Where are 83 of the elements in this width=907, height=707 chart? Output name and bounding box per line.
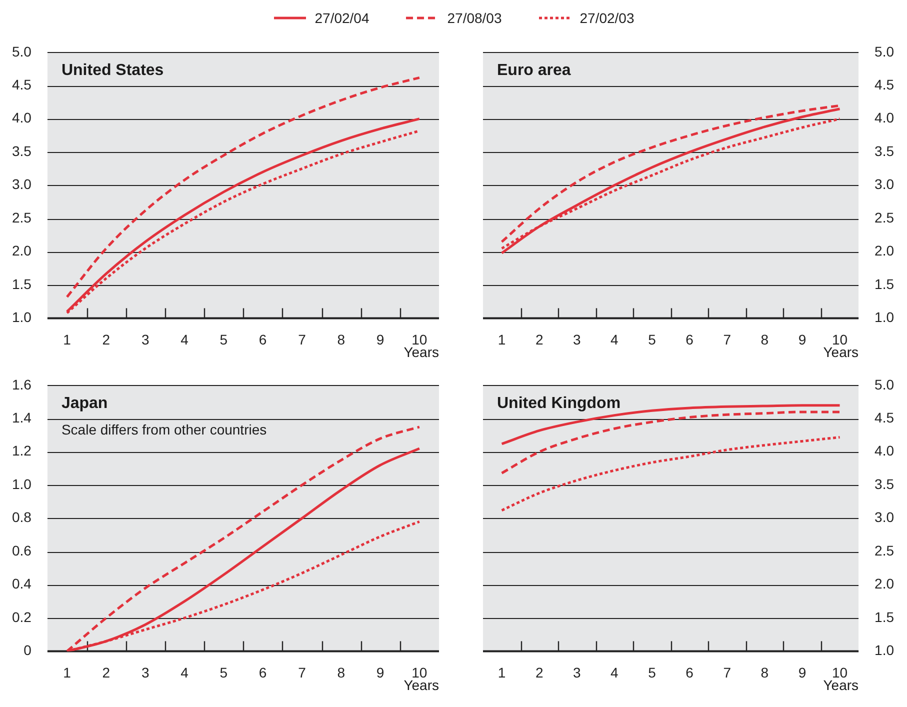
y-tick-label: 0.2	[12, 608, 32, 625]
x-tick-label: 4	[180, 331, 189, 348]
x-tick-label: 3	[141, 331, 150, 348]
y-tick-label: 4.0	[12, 110, 32, 126]
y-tick-label: 4.5	[12, 76, 32, 92]
x-tick-label: 7	[723, 331, 732, 348]
text: Scale differs from other countries	[61, 421, 267, 438]
y-tick-label: 1.0	[874, 309, 894, 326]
line-series	[500, 410, 842, 474]
x-tick-label: 1	[63, 331, 72, 348]
x-tick-label: 1	[498, 664, 506, 680]
x-tick-label: 8	[337, 664, 346, 680]
y-tick-label: 2.0	[874, 576, 894, 592]
x-tick-label: 8	[760, 331, 769, 348]
y-tick-label: 2.5	[12, 209, 32, 226]
x-tick-label: 4	[180, 664, 189, 680]
x-tick-label: 1	[498, 331, 506, 348]
y-tick-label: 5.0	[874, 43, 894, 60]
x-tick-label: 5	[220, 664, 228, 680]
legend-label: 27/02/04	[314, 10, 370, 26]
y-tick-label: 1.6	[12, 376, 32, 392]
y-tick-label: 4.5	[874, 76, 894, 92]
x-tick-label: 7	[298, 331, 306, 348]
x-tick-label: 3	[572, 664, 581, 680]
x-tick-label: 7	[723, 664, 732, 680]
x-tick-label: 2	[535, 331, 544, 348]
y-tick-label: 0.8	[12, 509, 32, 526]
x-tick-label: 4	[610, 664, 619, 680]
x-tick-label: 6	[258, 331, 267, 348]
y-tick-label: 0	[24, 642, 32, 658]
x-tick-label: 9	[376, 664, 384, 680]
y-tick-label: 5.0	[12, 43, 32, 60]
y-tick-label: 2.5	[874, 542, 894, 558]
x-tick-label: 7	[298, 664, 306, 680]
x-tick-label: 2	[535, 664, 544, 680]
y-tick-label: 0.6	[12, 542, 32, 558]
x-tick-label: 9	[798, 664, 806, 680]
x-tick-label: 3	[572, 331, 581, 348]
text: Euro area	[497, 62, 571, 79]
y-tick-label: 1.0	[12, 309, 32, 326]
y-tick-label: 3.5	[12, 142, 32, 159]
y-tick-label: 1.5	[874, 276, 894, 292]
x-tick-label: 8	[337, 331, 346, 348]
x-tick-label: 9	[798, 331, 806, 348]
y-tick-label: 1.5	[874, 608, 894, 625]
y-tick-label: 4.5	[874, 409, 894, 426]
y-tick-label: 3.5	[874, 142, 894, 159]
x-tick-label: 6	[258, 664, 267, 680]
y-tick-label: 2.5	[874, 209, 894, 226]
x-tick-label: 1	[63, 664, 72, 680]
y-tick-label: 1.2	[12, 442, 32, 459]
y-tick-label: 2.0	[12, 242, 32, 259]
y-tick-label: 0.4	[12, 576, 32, 592]
x-tick-label: 5	[648, 664, 656, 680]
legend-label: 27/02/03	[580, 10, 634, 26]
y-tick-label: 4.0	[874, 442, 894, 459]
x-tick-label: 3	[141, 664, 150, 680]
x-tick-label: 5	[648, 331, 656, 348]
y-tick-label: 3.0	[874, 176, 894, 192]
y-tick-label: 3.5	[874, 476, 894, 492]
line-series	[66, 76, 421, 298]
y-tick-label: 1.4	[12, 409, 32, 426]
x-tick-label: 2	[102, 664, 110, 680]
x-tick-label: 9	[376, 331, 384, 348]
y-tick-label: 1.5	[12, 276, 32, 292]
y-tick-label: 5.0	[874, 376, 894, 392]
x-tick-label: 4	[610, 331, 619, 348]
x-tick-label: 6	[686, 664, 694, 680]
x-tick-label: 5	[220, 331, 228, 348]
y-tick-label: 3.0	[12, 176, 32, 192]
y-tick-label: 2.0	[874, 242, 894, 259]
y-tick-label: 1.0	[12, 476, 32, 492]
text: United States	[61, 62, 164, 79]
y-tick-label: 3.0	[874, 509, 894, 526]
x-tick-label: 6	[686, 331, 694, 348]
text: Japan	[61, 394, 108, 412]
x-tick-label: 2	[102, 331, 110, 348]
legend-label: 27/08/03	[447, 10, 502, 26]
y-tick-label: 1.0	[874, 642, 894, 658]
line-series	[500, 436, 842, 512]
text: United Kingdom	[497, 394, 621, 412]
y-tick-label: 4.0	[874, 110, 894, 126]
x-tick-label: 8	[760, 664, 769, 680]
